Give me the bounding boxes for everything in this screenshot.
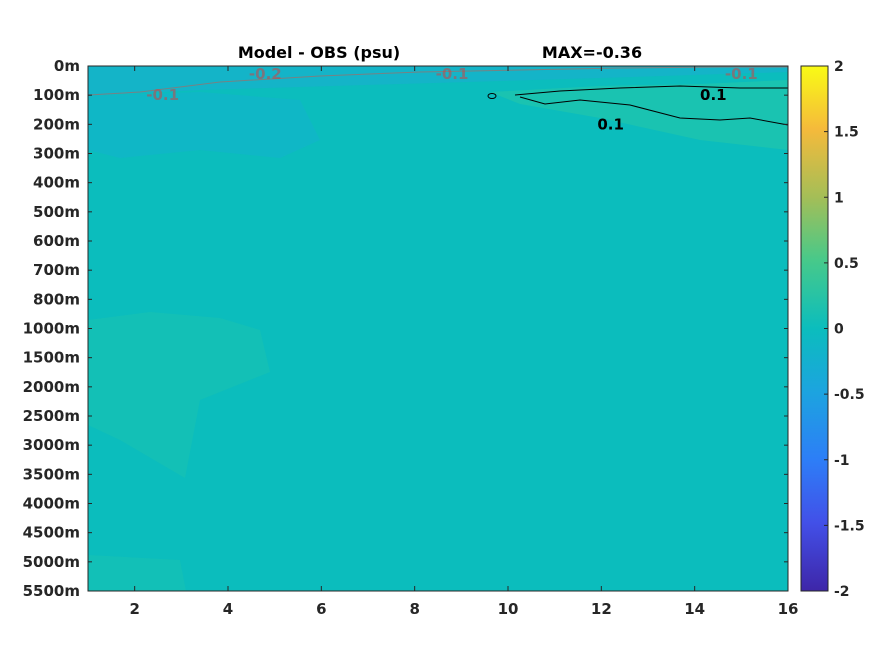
x-tick-label: 2	[129, 600, 139, 618]
field-patch-positive-upper	[490, 80, 788, 150]
x-tick-label: 10	[498, 600, 519, 618]
contour-line-neg	[87, 66, 788, 96]
colorbar-gradient	[800, 65, 829, 592]
colorbar-tick-label: 1.5	[834, 125, 859, 141]
colorbar-tick-label: -0.5	[834, 387, 865, 403]
y-tick-label: 2500m	[23, 407, 80, 425]
chart-title: Model - OBS (psu)	[238, 43, 400, 62]
contour-label: 0.1	[597, 115, 624, 133]
contour-line-pos-0-1-b	[519, 96, 789, 126]
colorbar-ticks: 2 1.5 1 0.5 0 -0.5 -1 -1.5 -2	[824, 59, 865, 600]
field-patch-positive-mid	[88, 312, 270, 478]
colorbar-tick-label: 0.5	[834, 256, 859, 272]
y-tick-label: 0m	[54, 57, 80, 75]
x-tick-label: 16	[778, 600, 799, 618]
field-patch-negative-upper	[88, 92, 320, 158]
y-tick-label: 500m	[33, 203, 80, 221]
y-tick-label: 5000m	[23, 553, 80, 571]
y-tick-label: 4500m	[23, 524, 80, 542]
contour-line-pos-0-1-a	[514, 85, 788, 96]
contour-label: -0.1	[436, 65, 469, 83]
y-tick-label: 5500m	[23, 582, 80, 600]
plot-area: -0.1 -0.2 -0.1 -0.1 0.1 0.1	[87, 65, 789, 592]
y-tick-label: 3000m	[23, 436, 80, 454]
x-tick-label: 12	[591, 600, 612, 618]
contour-labels: -0.1 -0.2 -0.1 -0.1 0.1 0.1	[146, 65, 757, 133]
y-tick-label: 600m	[33, 232, 80, 250]
colorbar-tick-label: -2	[834, 584, 850, 600]
y-tick-label: 100m	[33, 86, 80, 104]
y-tick-label: 300m	[33, 145, 80, 163]
x-tick-label: 6	[316, 600, 326, 618]
x-axis: 2 4 6 8 10 12 14 16	[129, 66, 798, 618]
y-tick-label: 200m	[33, 115, 80, 133]
x-tick-label: 14	[684, 600, 705, 618]
y-tick-label: 1500m	[23, 349, 80, 367]
colorbar-tick-label: 2	[834, 59, 844, 75]
contour-label: -0.1	[725, 65, 758, 83]
x-tick-label: 4	[223, 600, 233, 618]
field-patch-positive-deep	[88, 555, 186, 591]
y-tick-label: 4000m	[23, 495, 80, 513]
contour-label: -0.2	[249, 65, 282, 83]
y-tick-label: 1000m	[23, 320, 80, 338]
contour-label: 0.1	[700, 86, 727, 104]
y-tick-label: 700m	[33, 261, 80, 279]
colorbar-tick-label: 1	[834, 190, 844, 206]
colorbar-tick-label: -1	[834, 453, 850, 469]
contour-loop	[487, 93, 497, 99]
y-axis: 0m 100m 200m 300m 400m 500m 600m 700m 800m 1000m 1…	[23, 57, 788, 600]
field-patch-negative-surface	[88, 66, 788, 96]
contour-label: -0.1	[146, 86, 179, 104]
y-tick-label: 2000m	[23, 378, 80, 396]
y-tick-label: 400m	[33, 174, 80, 192]
y-tick-label: 3500m	[23, 465, 80, 483]
chart-max-label: MAX=-0.36	[542, 43, 642, 62]
colorbar-tick-label: -1.5	[834, 518, 865, 534]
colorbar-tick-label: 0	[834, 322, 844, 338]
x-tick-label: 8	[409, 600, 419, 618]
y-tick-label: 800m	[33, 290, 80, 308]
colorbar: 2 1.5 1 0.5 0 -0.5 -1 -1.5 -2	[800, 59, 865, 600]
